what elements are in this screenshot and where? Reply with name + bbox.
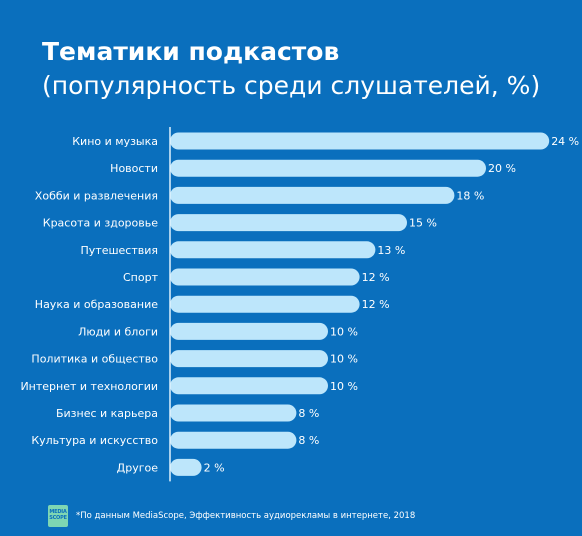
bar — [170, 268, 360, 286]
bar — [170, 350, 328, 368]
category-label: Политика и общество — [31, 353, 158, 366]
category-label: Спорт — [123, 271, 159, 284]
value-label: 12 % — [362, 298, 390, 311]
value-label: 10 % — [330, 353, 358, 366]
bar — [170, 458, 202, 476]
bar — [170, 241, 376, 259]
footer: MEDIA SCOPE *По данным MediaScope, Эффек… — [48, 505, 415, 527]
value-label: 18 % — [456, 189, 484, 202]
category-label: Другое — [117, 461, 159, 474]
bar — [170, 214, 407, 232]
category-label: Люди и блоги — [78, 325, 158, 338]
category-label: Кино и музыка — [72, 135, 158, 148]
bar — [170, 404, 297, 422]
category-label: Культура и искусство — [31, 434, 158, 447]
bar — [170, 159, 486, 177]
value-label: 10 % — [330, 380, 358, 393]
category-label: Бизнес и карьера — [56, 407, 158, 420]
category-label: Хобби и развлечения — [35, 189, 158, 202]
category-label: Наука и образование — [35, 298, 158, 311]
value-label: 13 % — [377, 244, 405, 257]
value-label: 15 % — [409, 217, 437, 230]
chart-subtitle: (популярность среди слушателей, %) — [42, 71, 541, 100]
category-label: Интернет и технологии — [20, 380, 158, 393]
category-label: Путешествия — [81, 244, 159, 257]
bar — [170, 132, 550, 150]
bar — [170, 377, 328, 395]
category-label: Красота и здоровье — [43, 217, 158, 230]
value-label: 8 % — [298, 434, 319, 447]
bar — [170, 186, 455, 204]
category-label: Новости — [110, 162, 158, 175]
bar — [170, 295, 360, 313]
chart-title: Тематики подкастов — [42, 37, 340, 66]
mediascope-logo: MEDIA SCOPE — [48, 505, 68, 527]
value-label: 10 % — [330, 325, 358, 338]
bar — [170, 431, 297, 449]
value-label: 2 % — [204, 461, 225, 474]
value-label: 20 % — [488, 162, 516, 175]
source-note: *По данным MediaScope, Эффективность ауд… — [76, 511, 416, 521]
bar — [170, 322, 328, 340]
value-label: 24 % — [551, 135, 579, 148]
value-label: 12 % — [362, 271, 390, 284]
value-label: 8 % — [298, 407, 319, 420]
